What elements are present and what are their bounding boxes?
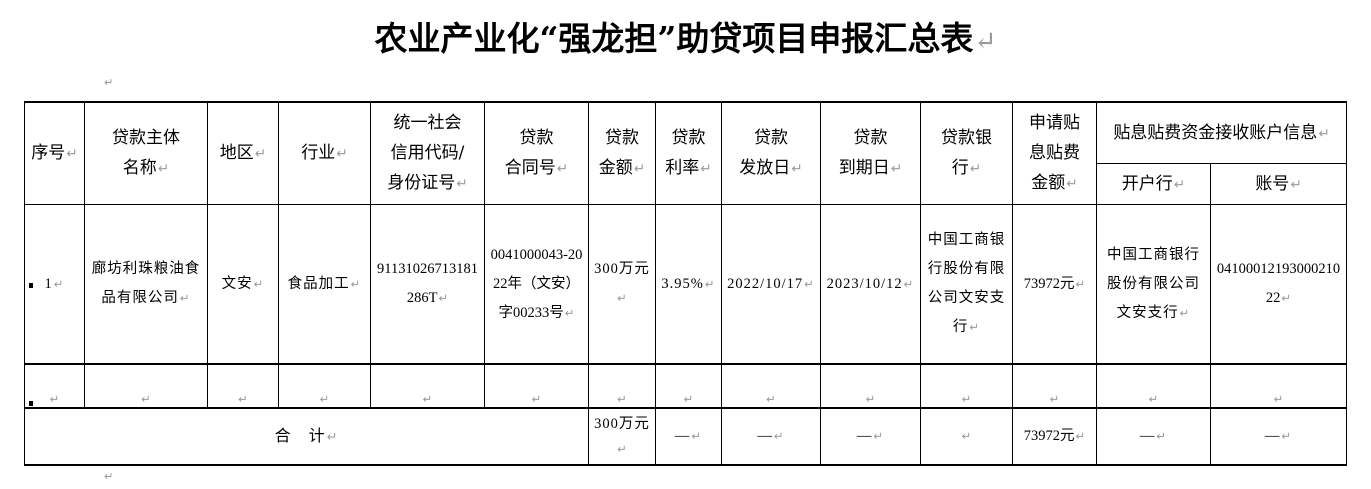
cell-borrower: 廊坊利珠粮油食品有限公司 xyxy=(84,204,208,365)
bullet-marker xyxy=(29,283,33,288)
cell-amount: 300万元 xyxy=(588,204,656,365)
page-title: 农业产业化“强龙担”助贷项目申报汇总表 xyxy=(0,12,1371,60)
bullet-marker xyxy=(29,401,33,406)
total-subsidy: 73972元 xyxy=(1012,407,1097,466)
table-row: 1 廊坊利珠粮油食品有限公司 文安 食品加工 91131026713181286… xyxy=(24,204,1348,365)
cell-contract: 0041000043-2022年（文安）字00233号 xyxy=(484,204,589,365)
header-credit-code: 统一社会 信用代码/ 身份证号 xyxy=(370,101,485,205)
header-due-date: 贷款 到期日 xyxy=(820,101,921,205)
header-subsidy: 申请贴 息贴费 金额 xyxy=(1012,101,1097,205)
total-due-date: — xyxy=(820,407,921,466)
cell-open-bank: 中国工商银行股份有限公司文安支行 xyxy=(1096,204,1211,365)
cell-due-date: 2023/10/12 xyxy=(820,204,921,365)
cell-subsidy: 73972元 xyxy=(1012,204,1097,365)
empty-cell xyxy=(820,363,921,409)
empty-cell xyxy=(1096,363,1211,409)
header-account-no: 账号 xyxy=(1209,163,1348,205)
empty-cell xyxy=(588,363,656,409)
total-account-no: — xyxy=(1209,407,1348,466)
cell-rate: 3.95% xyxy=(655,204,722,365)
header-amount: 贷款 金额 xyxy=(588,101,656,205)
header-row: 序号 贷款主体 名称 地区 行业 统一社会 信用代码/ 身份证号 贷款 合同号 … xyxy=(24,101,1348,205)
empty-cell xyxy=(370,363,485,409)
total-bank xyxy=(920,407,1013,466)
header-contract: 贷款 合同号 xyxy=(484,101,589,205)
header-issue-date: 贷款 发放日 xyxy=(721,101,821,205)
summary-table: 序号 贷款主体 名称 地区 行业 统一社会 信用代码/ 身份证号 贷款 合同号 … xyxy=(24,101,1348,466)
empty-cell xyxy=(920,363,1013,409)
cell-industry: 食品加工 xyxy=(278,204,371,365)
header-borrower: 贷款主体 名称 xyxy=(84,101,208,205)
empty-cell xyxy=(278,363,371,409)
empty-cell xyxy=(24,363,85,409)
total-issue-date: — xyxy=(721,407,821,466)
empty-cell xyxy=(84,363,208,409)
header-bank: 贷款银 行 xyxy=(920,101,1013,205)
total-row: 合 计 300万元 — — — 73972元 — — xyxy=(24,407,1348,466)
header-rate: 贷款 利率 xyxy=(655,101,722,205)
paragraph-mark xyxy=(103,468,113,484)
cell-account-no: 0410001219300021022 xyxy=(1209,204,1348,365)
cell-seq: 1 xyxy=(24,204,85,365)
header-industry: 行业 xyxy=(278,101,371,205)
empty-cell xyxy=(655,363,722,409)
header-account-group: 贴息贴费资金接收账户信息 xyxy=(1095,101,1348,164)
table-row-empty xyxy=(24,363,1348,409)
cell-credit-code: 91131026713181286T xyxy=(370,204,485,365)
header-seq: 序号 xyxy=(24,101,85,205)
total-rate: — xyxy=(655,407,722,466)
header-subrow: 开户行 账号 xyxy=(25,163,1348,205)
header-region: 地区 xyxy=(207,101,279,205)
total-open-bank: — xyxy=(1096,407,1211,466)
total-label: 合 计 xyxy=(24,407,589,466)
empty-cell xyxy=(484,363,589,409)
empty-cell xyxy=(1209,363,1348,409)
empty-cell xyxy=(721,363,821,409)
empty-cell xyxy=(207,363,279,409)
cell-issue-date: 2022/10/17 xyxy=(721,204,821,365)
empty-cell xyxy=(1012,363,1097,409)
total-amount: 300万元 xyxy=(588,407,656,466)
cell-region: 文安 xyxy=(207,204,279,365)
header-open-bank: 开户行 xyxy=(1096,163,1211,205)
paragraph-mark xyxy=(103,74,113,90)
cell-bank: 中国工商银行股份有限公司文安支行 xyxy=(920,204,1013,365)
